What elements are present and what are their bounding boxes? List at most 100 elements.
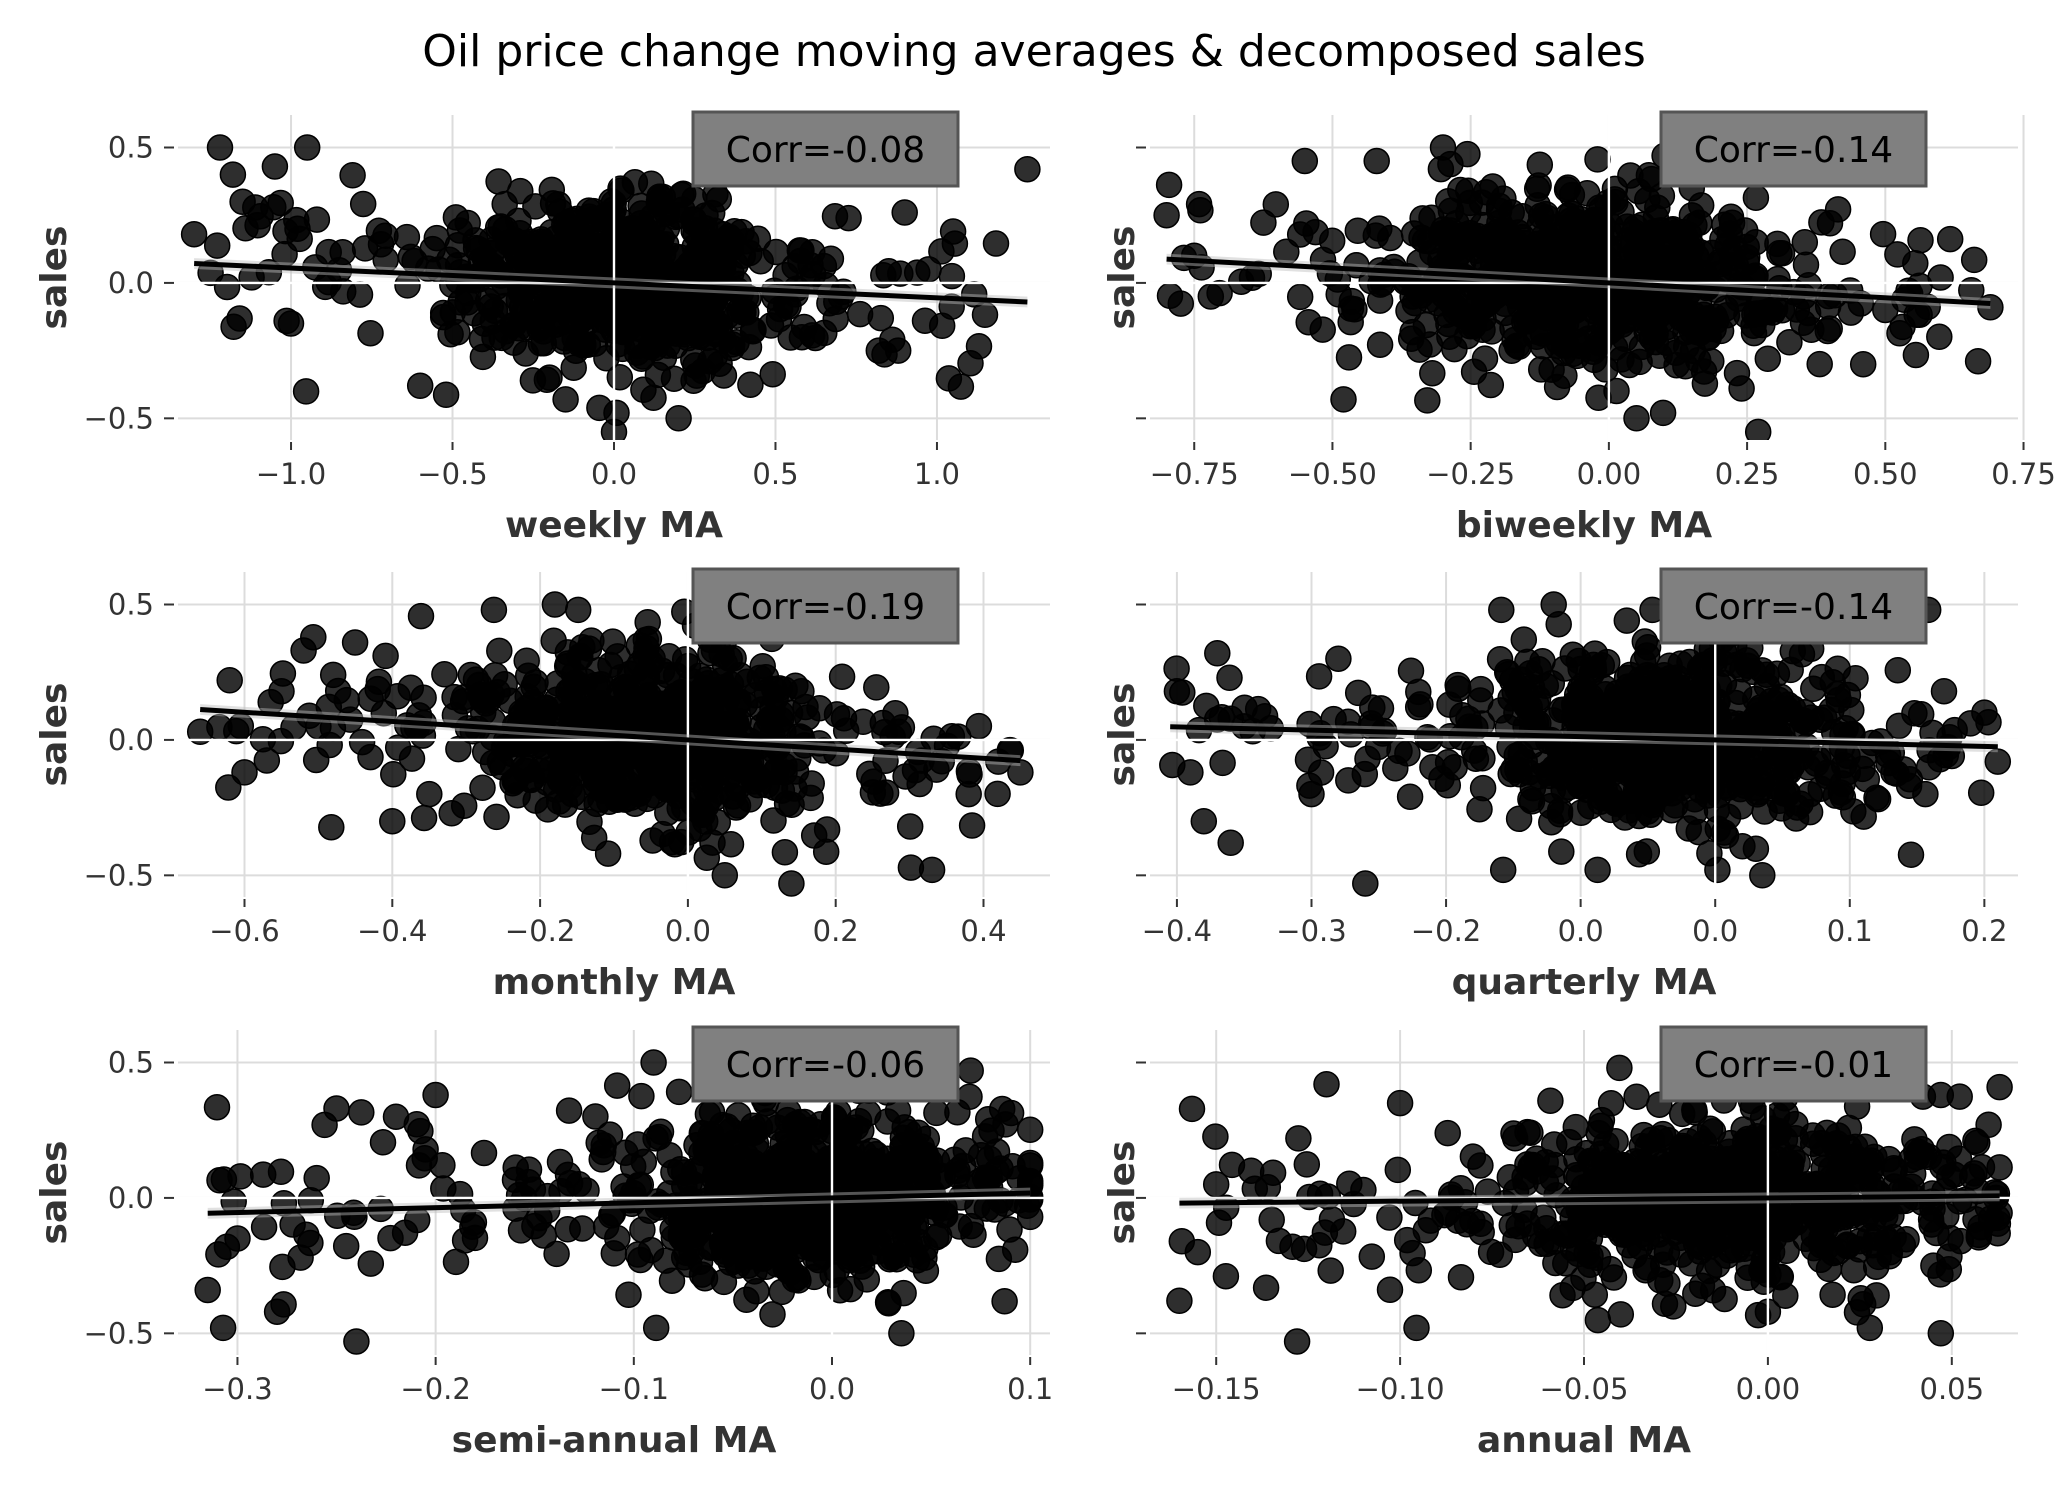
data-point: [1613, 607, 1641, 634]
data-point: [978, 1117, 1005, 1144]
data-point: [1549, 1281, 1576, 1309]
subplot-2: Corr=-0.14−0.75 −0.50 −0.25 0.00 0.25 0.50 0.7…: [1102, 110, 2056, 546]
data-point: [1740, 713, 1767, 740]
data-point: [284, 215, 311, 243]
data-point: [1937, 1225, 1964, 1252]
data-point: [771, 676, 798, 703]
data-point: [991, 1288, 1018, 1315]
data-point: [1366, 331, 1394, 358]
y-axis-label: sales: [1102, 1141, 1143, 1245]
data-point: [1926, 323, 1953, 351]
correlation-box: [691, 567, 960, 645]
data-point: [348, 1099, 375, 1126]
correlation-label: Corr=-0.14: [1694, 587, 1893, 628]
x-tick-label: 0.25: [1715, 457, 1780, 491]
data-point: [585, 656, 613, 684]
data-point: [365, 217, 393, 245]
data-point: [911, 307, 939, 334]
data-point: [1649, 399, 1677, 427]
correlation-box: [1659, 110, 1928, 188]
data-point: [1325, 645, 1352, 672]
data-point: [485, 168, 512, 195]
data-point: [944, 723, 972, 750]
data-point: [1489, 856, 1517, 884]
data-point: [1683, 1138, 1710, 1165]
data-point: [1366, 215, 1393, 242]
data-point: [724, 1252, 752, 1279]
data-point: [1570, 672, 1597, 699]
data-point: [1655, 774, 1683, 801]
data-point: [702, 320, 729, 348]
data-point: [1623, 1083, 1650, 1110]
x-tick-label: −0.2: [1411, 914, 1481, 948]
data-point: [1202, 1123, 1229, 1150]
data-point: [1212, 1262, 1240, 1290]
data-point: [1668, 1241, 1695, 1268]
data-point: [985, 1245, 1013, 1273]
data-point: [1523, 175, 1551, 203]
data-point: [555, 1097, 583, 1124]
data-point: [1628, 1132, 1656, 1160]
data-point: [1908, 1136, 1936, 1163]
x-tick-label: 0.05: [1920, 1372, 1985, 1406]
data-point: [1816, 210, 1844, 237]
data-point: [223, 717, 250, 745]
y-tick-label: 0.5: [108, 588, 154, 622]
data-point: [1774, 780, 1801, 808]
y-tick-label: 0.5: [108, 1046, 154, 1080]
data-point: [1791, 228, 1819, 256]
data-point: [635, 625, 663, 653]
data-point: [627, 1246, 654, 1274]
data-point: [209, 1314, 237, 1342]
data-point: [1807, 775, 1834, 802]
data-point: [612, 1139, 639, 1166]
data-point: [1216, 664, 1243, 692]
data-point: [405, 1152, 433, 1179]
data-point: [180, 220, 208, 248]
data-point: [519, 367, 547, 394]
data-point: [1262, 191, 1290, 218]
data-point: [1597, 796, 1625, 824]
x-tick-label: −0.4: [1142, 914, 1212, 948]
data-point: [790, 313, 818, 341]
data-point: [1660, 1293, 1687, 1320]
data-point: [896, 813, 924, 840]
data-point: [319, 661, 347, 689]
data-point: [1477, 371, 1505, 399]
x-tick-label: 0.1: [1007, 1372, 1053, 1406]
data-point: [397, 674, 425, 701]
data-point: [1807, 1246, 1834, 1274]
data-point: [1631, 628, 1659, 655]
data-point: [1960, 246, 1988, 274]
data-point: [1252, 1274, 1280, 1301]
x-tick-label: −0.75: [1150, 457, 1239, 491]
data-point: [267, 1158, 295, 1186]
data-point: [1794, 299, 1822, 327]
data-point: [432, 381, 460, 409]
data-point: [773, 1148, 800, 1175]
data-point: [1685, 818, 1712, 846]
data-point: [879, 723, 906, 751]
data-point: [1869, 220, 1897, 248]
x-axis-label: weekly MA: [505, 505, 723, 546]
data-point: [685, 1205, 713, 1232]
y-tick-label: −0.5: [84, 401, 154, 435]
data-point: [1386, 1089, 1414, 1117]
data-point: [1699, 1277, 1727, 1304]
data-point: [1447, 1263, 1475, 1291]
data-point: [445, 735, 472, 763]
data-point: [688, 1261, 716, 1288]
data-point: [1883, 760, 1910, 787]
data-point: [1652, 245, 1680, 272]
x-tick-label: 0.4: [960, 914, 1006, 948]
data-point: [1799, 1122, 1827, 1149]
data-point: [552, 386, 579, 413]
x-tick-label: −0.15: [1172, 1372, 1261, 1406]
y-axis-label: sales: [34, 1141, 75, 1245]
y-axis-label: sales: [1102, 226, 1143, 330]
data-point: [1837, 1158, 1865, 1186]
data-point: [594, 840, 622, 867]
data-point: [1258, 1206, 1285, 1234]
data-point: [1338, 287, 1366, 315]
